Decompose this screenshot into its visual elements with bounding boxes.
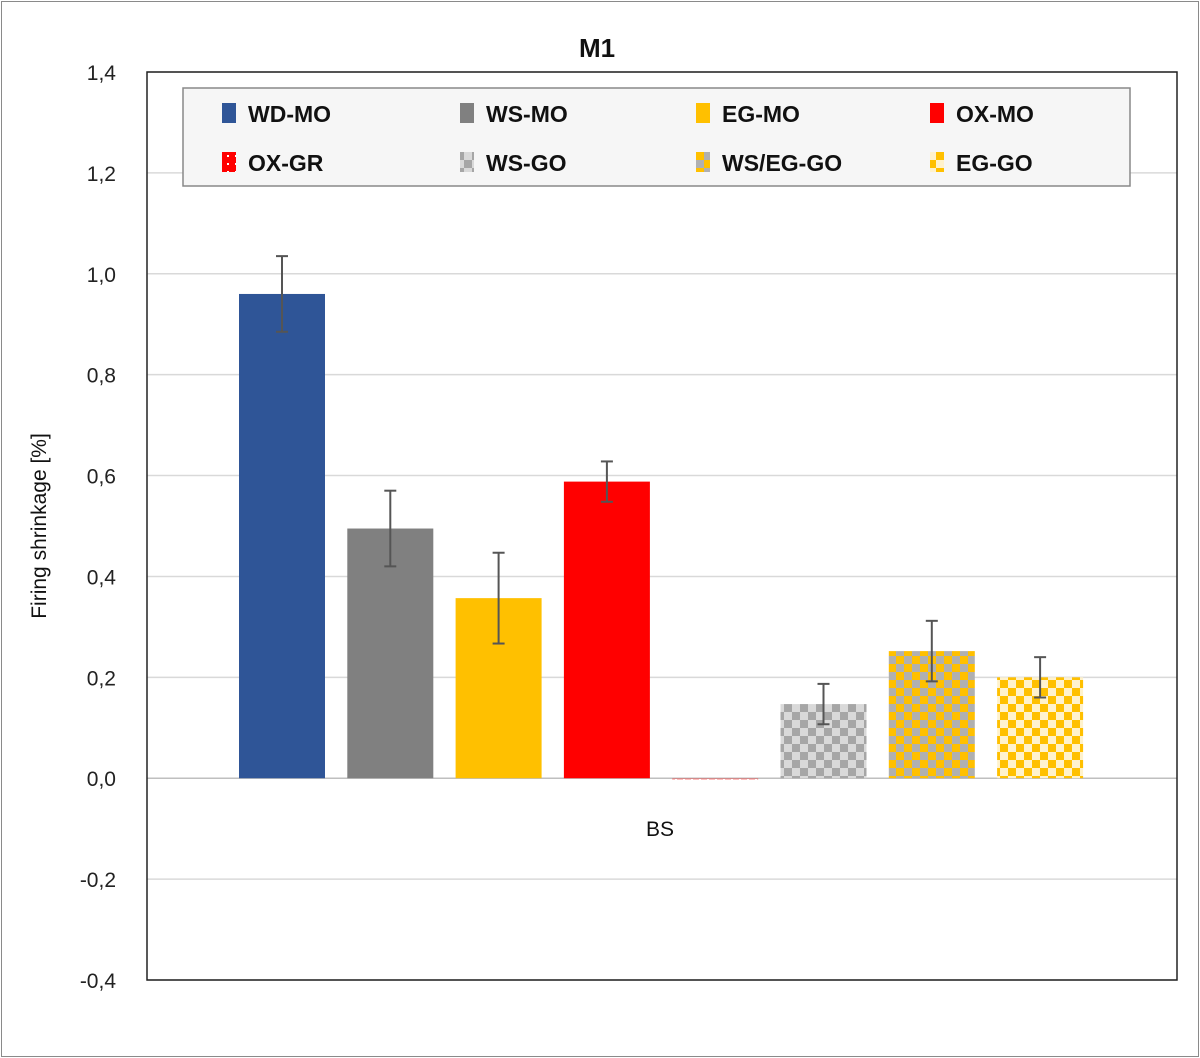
y-tick-label: 1,2 <box>87 163 116 186</box>
y-tick-label: 1,0 <box>87 264 116 287</box>
legend-label: WS/EG-GO <box>722 150 842 176</box>
legend-label: EG-MO <box>722 101 800 127</box>
plot-area-border <box>146 71 1178 981</box>
legend-label: WS-MO <box>486 101 568 127</box>
legend-label: OX-GR <box>248 150 324 176</box>
bar-ox-mo <box>563 481 650 779</box>
legend-swatch <box>930 103 944 123</box>
y-tick-label: 0,4 <box>87 566 117 589</box>
y-tick-label: 0,0 <box>87 768 116 791</box>
y-tick-label: 1,4 <box>87 62 117 85</box>
legend-label: EG-GO <box>956 150 1033 176</box>
bar-ox-gr <box>672 778 759 780</box>
bar-ws-mo <box>347 528 434 779</box>
x-category-label: BS <box>646 818 674 841</box>
legend-swatch <box>696 152 710 172</box>
legend: WD-MO WS-MO EG-MO OX-MO OX-GR WS-GO WS/EG-GO EG… <box>182 87 1131 187</box>
legend-swatch <box>222 103 236 123</box>
y-tick-label: -0,4 <box>80 970 117 993</box>
legend-swatch <box>696 103 710 123</box>
chart-title: M1 <box>579 33 615 63</box>
y-tick-label: 0,6 <box>87 466 116 489</box>
legend-label: WS-GO <box>486 150 567 176</box>
legend-swatch <box>222 152 236 172</box>
legend-swatch <box>930 152 944 172</box>
legend-swatch <box>460 103 474 123</box>
legend-label: WD-MO <box>248 101 331 127</box>
y-tick-label: -0,2 <box>80 869 116 892</box>
legend-box <box>182 87 1131 187</box>
bar-wd-mo <box>239 293 325 779</box>
y-tick-label: 0,2 <box>87 667 116 690</box>
legend-label: OX-MO <box>956 101 1034 127</box>
y-axis-label: Firing shrinkage [%] <box>28 433 51 619</box>
legend-swatch <box>460 152 474 172</box>
y-tick-label: 0,8 <box>87 365 116 388</box>
